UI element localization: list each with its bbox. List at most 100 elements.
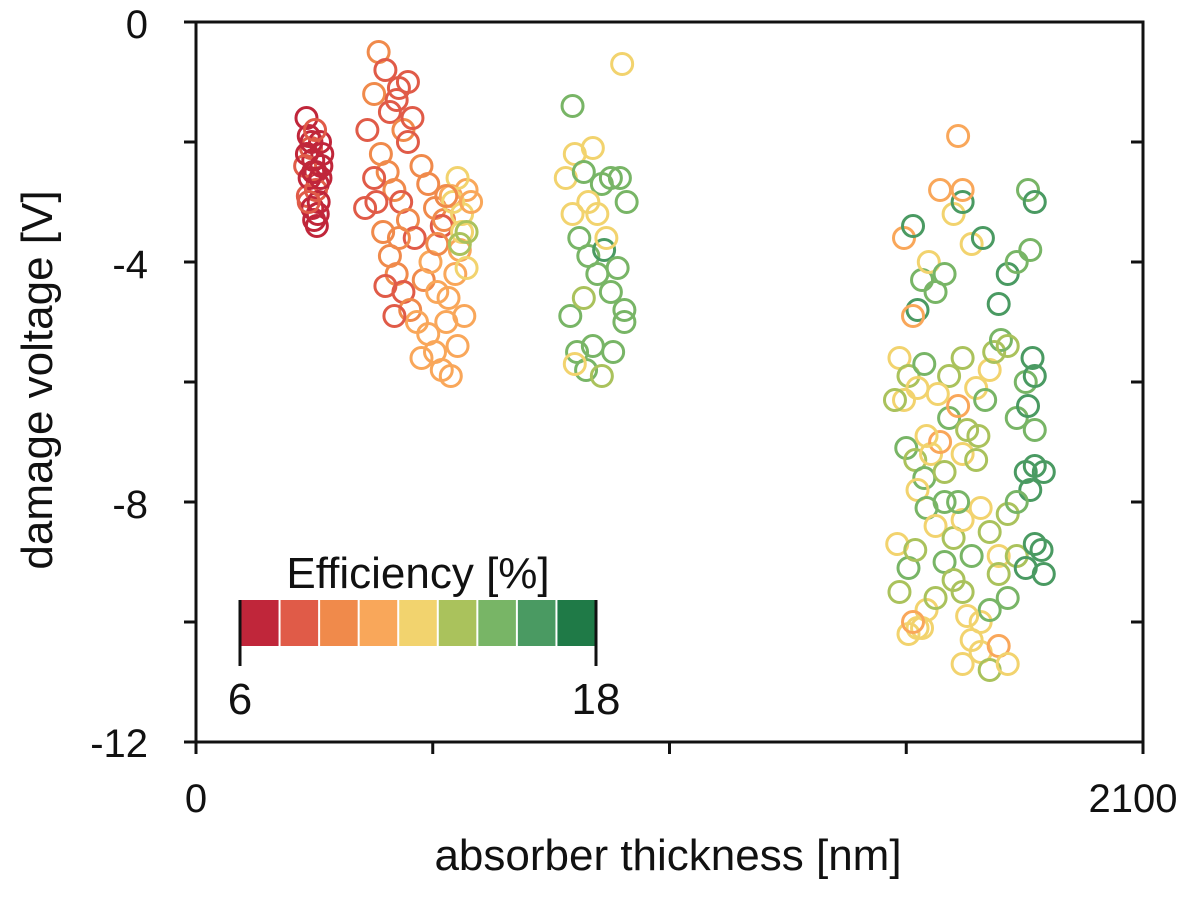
data-point (445, 166, 470, 190)
colorbar-max-label: 18 (572, 675, 621, 724)
data-point (612, 298, 637, 322)
data-point (400, 106, 425, 130)
data-point (995, 652, 1020, 676)
data-point (1018, 238, 1043, 262)
data-point (571, 160, 596, 184)
data-point (1022, 364, 1047, 388)
data-point (402, 226, 427, 250)
data-point (355, 118, 380, 142)
data-point (441, 190, 466, 214)
data-point (923, 514, 948, 538)
data-point (580, 136, 605, 160)
y-tick-label-4: -4 (112, 243, 148, 287)
colorbar-swatch (280, 600, 319, 646)
data-point (373, 274, 398, 298)
colorbar-swatch (241, 600, 279, 646)
data-points (293, 40, 1056, 682)
data-point (598, 166, 623, 190)
data-point (1018, 478, 1043, 502)
data-point (558, 304, 583, 328)
data-point (438, 364, 463, 388)
colorbar-min-label: 6 (228, 675, 252, 724)
data-point (977, 598, 1002, 622)
data-point (362, 82, 387, 106)
y-axis-title: damage voltage [V] (13, 190, 62, 569)
data-point (977, 520, 1002, 544)
data-point (901, 304, 926, 328)
data-point (560, 202, 585, 226)
data-point (932, 490, 957, 514)
data-point (986, 544, 1011, 568)
data-point (950, 178, 975, 202)
data-point (612, 310, 637, 334)
x-tick-label-0: 0 (185, 777, 207, 821)
data-point (384, 88, 409, 112)
x-tick-label-2100: 2100 (1089, 777, 1178, 821)
data-point (605, 256, 630, 280)
data-point (382, 178, 407, 202)
data-point (459, 190, 484, 214)
data-point (585, 202, 610, 226)
data-point (901, 214, 926, 238)
data-point (395, 130, 420, 154)
data-point (932, 262, 957, 286)
data-point (950, 580, 975, 604)
data-point (928, 178, 953, 202)
data-point (562, 352, 587, 376)
data-point (1016, 394, 1041, 418)
data-point (1031, 562, 1056, 586)
data-point (398, 298, 423, 322)
data-point (425, 232, 450, 256)
data-point (977, 358, 1002, 382)
colorbar-swatch (517, 600, 556, 646)
y-tick-label-8: -8 (112, 483, 148, 527)
data-point (973, 388, 998, 412)
data-point (1029, 538, 1054, 562)
data-point (1020, 346, 1045, 370)
data-point (353, 196, 378, 220)
data-point (592, 238, 617, 262)
y-axis-ticks (184, 20, 1143, 744)
data-point (925, 382, 950, 406)
colorbar-title: Efficiency [%] (286, 549, 549, 598)
data-point (404, 310, 429, 334)
data-point (416, 172, 441, 196)
data-point (946, 394, 971, 418)
data-point (950, 652, 975, 676)
colorbar-swatch (557, 600, 595, 646)
data-point (988, 328, 1013, 352)
data-point (299, 130, 324, 154)
data-point (362, 166, 387, 190)
colorbar-swatch (478, 600, 516, 646)
data-point (571, 286, 596, 310)
data-point (614, 190, 639, 214)
y-tick-label-0: 0 (126, 3, 148, 47)
data-point (303, 178, 328, 202)
data-point (1004, 250, 1029, 274)
data-point (950, 442, 975, 466)
data-point (454, 220, 479, 244)
data-point (574, 358, 599, 382)
data-point (970, 226, 995, 250)
data-point (937, 364, 962, 388)
data-point (928, 430, 953, 454)
data-point (1022, 418, 1047, 442)
data-point (301, 160, 326, 184)
data-point (434, 184, 459, 208)
data-point (959, 544, 984, 568)
data-point (887, 580, 912, 604)
data-point (968, 496, 993, 520)
data-point (598, 280, 623, 304)
data-point (447, 232, 472, 256)
colorbar-legend: Efficiency [%] 6 18 (228, 549, 621, 724)
data-point (560, 94, 585, 118)
data-point (445, 334, 470, 358)
data-point (303, 118, 328, 142)
data-point (946, 490, 971, 514)
colorbar-swatches (241, 600, 595, 646)
x-axis-title: absorber thickness [nm] (434, 831, 901, 880)
data-point (986, 562, 1011, 586)
data-point (409, 346, 434, 370)
data-point (585, 262, 610, 286)
data-point (903, 538, 928, 562)
